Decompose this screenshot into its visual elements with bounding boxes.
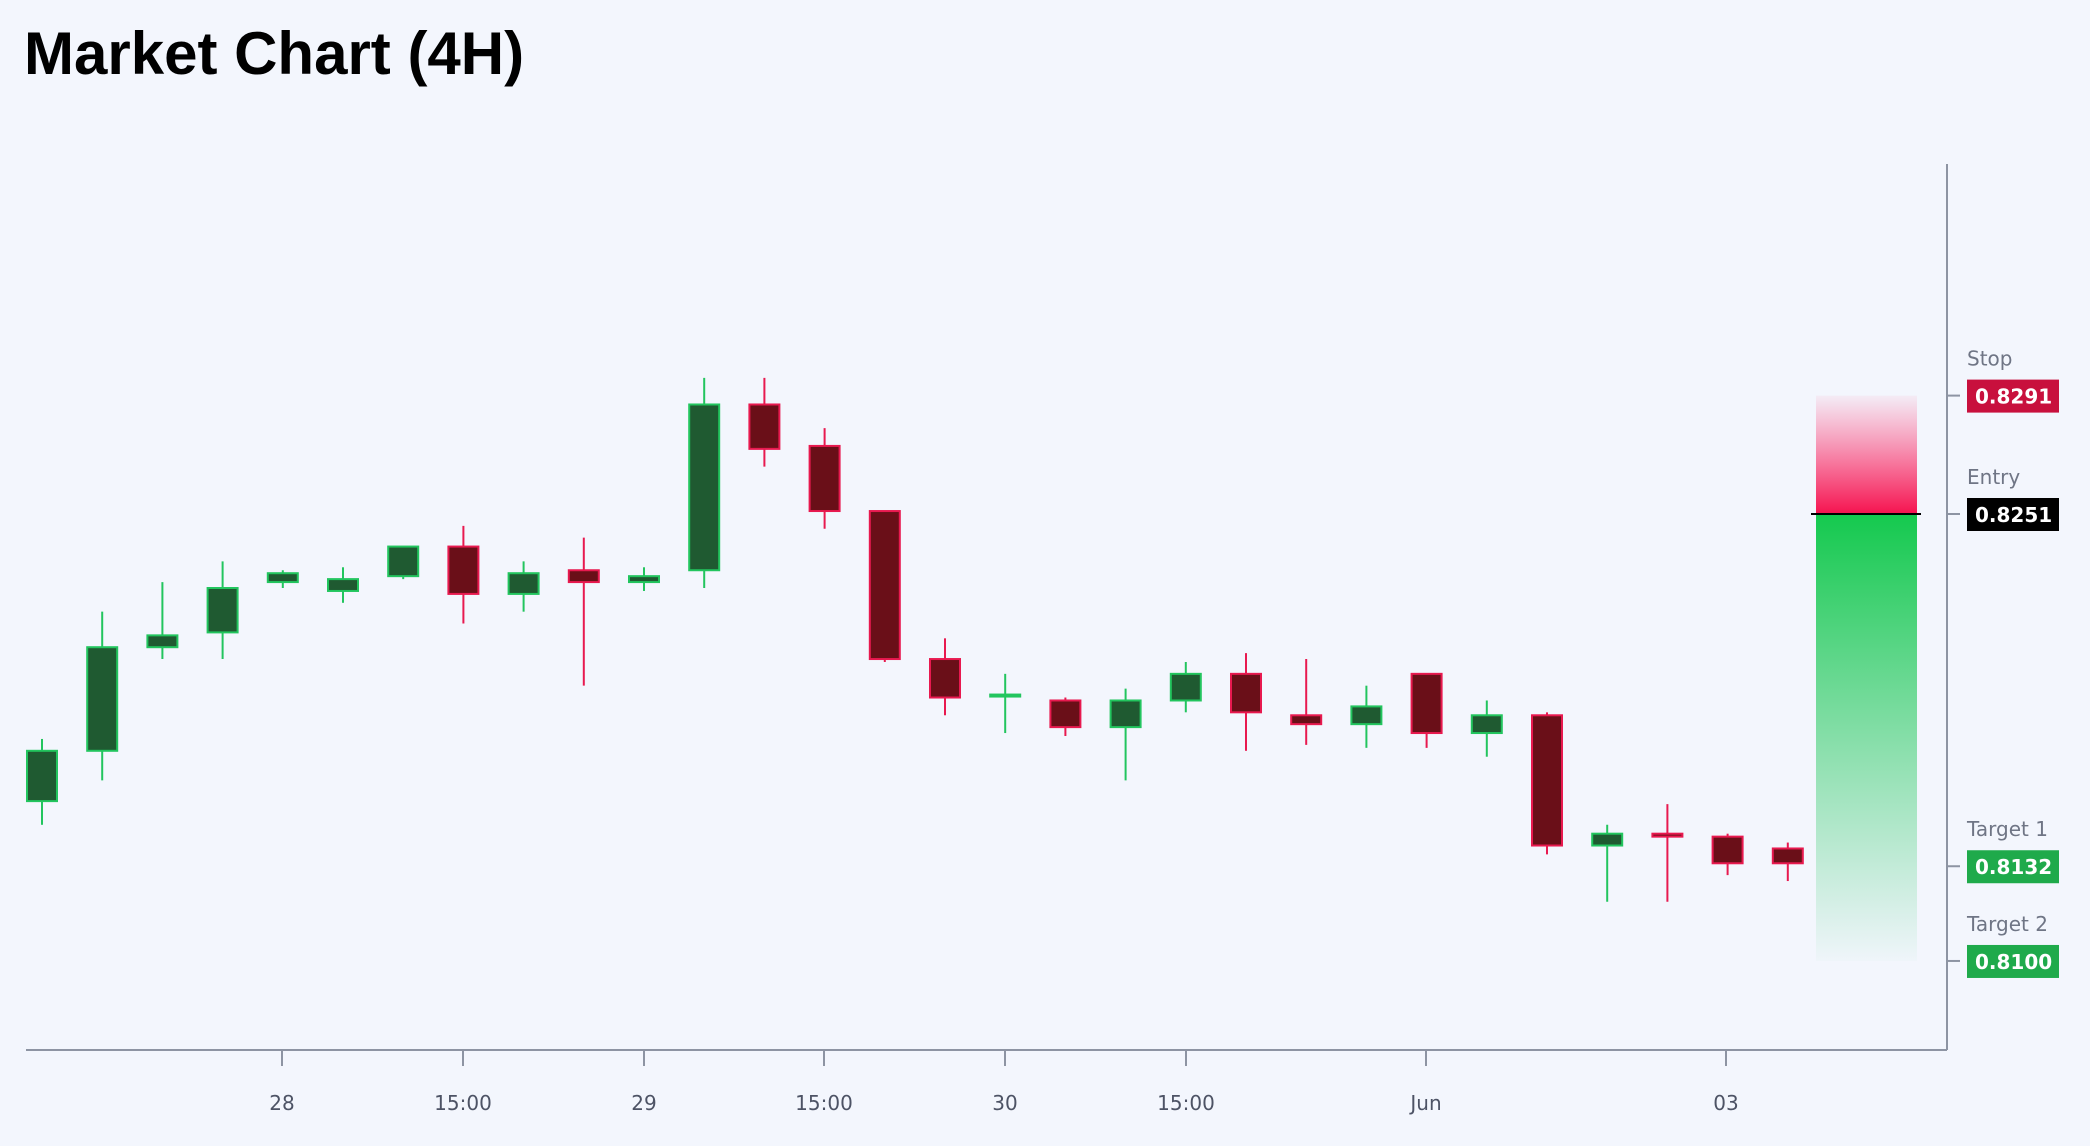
- candle-body: [86, 646, 119, 752]
- candle-body: [868, 510, 901, 661]
- candle-body: [628, 575, 660, 584]
- candle-body: [447, 545, 480, 595]
- target-level-badge: 0.8132: [1967, 850, 2059, 884]
- level-value: 0.8291: [1975, 385, 2052, 409]
- candle-body: [808, 444, 841, 513]
- x-axis: 28 15:00 29 15:00 30 15:00 Jun 03: [26, 1049, 1947, 1115]
- stop-level-badge: 0.8291: [1967, 379, 2059, 413]
- level-name: Entry: [1967, 465, 2020, 489]
- bullish-candle: [146, 582, 179, 660]
- candle-body: [266, 572, 299, 584]
- bullish-candle: [628, 567, 660, 591]
- bullish-candle: [1169, 662, 1202, 713]
- bearish-candle: [1290, 659, 1323, 745]
- candle-body: [929, 658, 961, 699]
- candle-body: [387, 545, 420, 578]
- reward-zone: [1816, 514, 1917, 961]
- bullish-candle: [86, 611, 119, 781]
- level-name: Target 1: [1966, 817, 2048, 841]
- bearish-candle: [447, 525, 480, 624]
- candle-body: [206, 587, 239, 634]
- level-badge-bg: [1967, 379, 2059, 413]
- candle-body: [1049, 699, 1082, 729]
- x-tick-label: 03: [1713, 1091, 1738, 1115]
- candle-body: [146, 634, 179, 649]
- candle-body: [327, 578, 359, 592]
- candle-body: [1290, 714, 1323, 726]
- bullish-candle: [266, 570, 299, 588]
- candles: [26, 377, 1804, 902]
- level-badge-bg: [1967, 850, 2059, 884]
- candle-body: [1350, 705, 1383, 726]
- page-title: Market Chart (4H): [24, 20, 525, 87]
- candle-body: [1771, 847, 1804, 865]
- x-tick-label: 28: [269, 1091, 294, 1115]
- bearish-candle: [567, 537, 600, 686]
- level-badge-bg: [1967, 498, 2059, 531]
- level-value: 0.8100: [1975, 950, 2052, 974]
- candle-body: [688, 403, 721, 572]
- candle-body: [507, 572, 540, 595]
- level-badge-bg: [1967, 944, 2059, 978]
- level-value: 0.8251: [1975, 503, 2052, 527]
- bullish-candle: [1109, 688, 1142, 781]
- candle-body: [1169, 672, 1202, 702]
- candle-body: [1591, 832, 1624, 847]
- candle-body: [1651, 832, 1684, 838]
- bullish-candle: [26, 738, 58, 825]
- level-value: 0.8132: [1975, 855, 2052, 879]
- bearish-candle: [748, 377, 781, 467]
- candle-body: [1109, 699, 1142, 729]
- target-level-badge: 0.8100: [1967, 944, 2059, 978]
- candle-body: [989, 693, 1022, 698]
- bullish-candle: [507, 561, 540, 612]
- x-tick-label: Jun: [1408, 1091, 1441, 1115]
- bearish-candle: [929, 638, 961, 716]
- x-tick-label: 29: [631, 1091, 656, 1115]
- bearish-candle: [1410, 672, 1443, 748]
- candle-body: [1470, 714, 1503, 735]
- bearish-candle: [1531, 712, 1563, 855]
- bearish-candle: [1771, 842, 1804, 882]
- candle-body: [26, 749, 58, 803]
- candle-body: [748, 403, 781, 450]
- level-name: Stop: [1967, 347, 2012, 371]
- candle-body: [1230, 672, 1262, 714]
- x-tick-label: 15:00: [434, 1091, 492, 1115]
- candle-body: [1531, 714, 1563, 847]
- bullish-candle: [387, 545, 420, 580]
- bullish-candle: [327, 567, 359, 603]
- bearish-candle: [1651, 804, 1684, 902]
- level-name: Target 2: [1966, 912, 2048, 936]
- x-tick-label: 15:00: [795, 1091, 853, 1115]
- bearish-candle: [1711, 833, 1744, 876]
- bearish-candle: [868, 510, 901, 662]
- bullish-candle: [1470, 700, 1503, 757]
- level-labels: Stop 0.8291 Entry 0.8251 Target 1 0.8132 Targe…: [1947, 347, 2059, 978]
- bearish-candle: [1049, 697, 1082, 736]
- x-tick-label: 15:00: [1157, 1091, 1215, 1115]
- candle-body: [1711, 835, 1744, 865]
- risk-zone: [1816, 395, 1917, 514]
- candle-body: [567, 569, 600, 584]
- x-tick-label: 30: [992, 1091, 1017, 1115]
- bearish-candle: [1230, 653, 1262, 751]
- position-zone: [1811, 395, 1921, 961]
- bullish-candle: [989, 673, 1022, 734]
- bullish-candle: [688, 377, 721, 588]
- bullish-candle: [1350, 685, 1383, 748]
- entry-level-badge: 0.8251: [1967, 498, 2059, 531]
- bearish-candle: [808, 428, 841, 529]
- candle-body: [1410, 672, 1443, 735]
- bullish-candle: [1591, 824, 1624, 902]
- bullish-candle: [206, 561, 239, 660]
